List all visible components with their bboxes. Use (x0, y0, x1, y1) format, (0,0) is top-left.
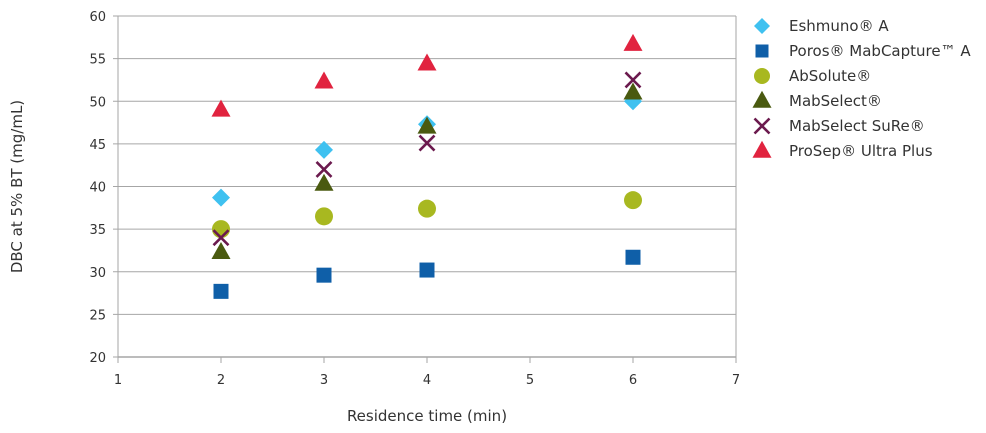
legend-marker-0 (754, 18, 770, 34)
x-axis-title: Residence time (min) (347, 407, 507, 425)
point-series-5-2 (417, 53, 437, 71)
point-series-1-2 (419, 262, 435, 278)
point-series-2-0 (212, 220, 230, 239)
point-series-1-3 (625, 249, 641, 265)
point-series-5-3 (623, 33, 643, 51)
point-series-5-1 (314, 71, 334, 89)
legend-marker-3 (752, 90, 772, 108)
legend-marker-2 (754, 68, 770, 84)
legend-marker-1 (755, 44, 769, 58)
y-tick-label-50: 50 (89, 95, 106, 110)
y-tick-label-25: 25 (89, 308, 106, 323)
y-tick-label-35: 35 (89, 223, 106, 238)
point-series-2-2 (418, 199, 436, 218)
point-series-2-3 (624, 191, 642, 210)
y-tick-label-30: 30 (89, 266, 106, 281)
y-tick-label-60: 60 (89, 10, 106, 25)
point-series-2-1 (315, 207, 333, 226)
point-series-1-1 (316, 267, 332, 283)
point-series-4-2 (418, 134, 436, 152)
point-series-1-0 (213, 283, 229, 299)
x-tick-label-2: 2 (217, 373, 225, 388)
legend-label-2: AbSolute® (789, 67, 871, 85)
point-series-3-3 (623, 82, 643, 100)
legend-label-1: Poros® MabCapture™ A (789, 42, 971, 60)
legend-label-3: MabSelect® (789, 92, 882, 110)
x-tick-label-5: 5 (526, 373, 534, 388)
legend-label-4: MabSelect SuRe® (789, 117, 925, 135)
point-series-3-1 (314, 173, 334, 191)
x-tick-label-6: 6 (629, 373, 637, 388)
legend-label-5: ProSep® Ultra Plus (789, 142, 933, 160)
point-series-5-0 (211, 99, 231, 117)
y-tick-label-20: 20 (89, 351, 106, 366)
y-tick-label-55: 55 (89, 53, 106, 68)
y-tick-label-45: 45 (89, 138, 106, 153)
y-tick-label-40: 40 (89, 181, 106, 196)
point-series-3-0 (211, 241, 231, 259)
legend-marker-4 (753, 117, 771, 135)
legend-label-0: Eshmuno® A (789, 17, 889, 35)
point-series-4-3 (624, 71, 642, 89)
point-series-4-0 (212, 229, 230, 247)
point-series-0-0 (212, 188, 230, 207)
x-tick-label-3: 3 (320, 373, 328, 388)
x-tick-label-7: 7 (732, 373, 740, 388)
legend-marker-5 (752, 140, 772, 158)
point-series-0-1 (315, 140, 333, 159)
point-series-4-1 (315, 161, 333, 178)
y-axis-title: DBC at 5% BT (mg/mL) (8, 100, 26, 273)
x-tick-label-4: 4 (423, 373, 431, 388)
x-tick-label-1: 1 (114, 373, 122, 388)
point-series-3-2 (417, 116, 437, 134)
